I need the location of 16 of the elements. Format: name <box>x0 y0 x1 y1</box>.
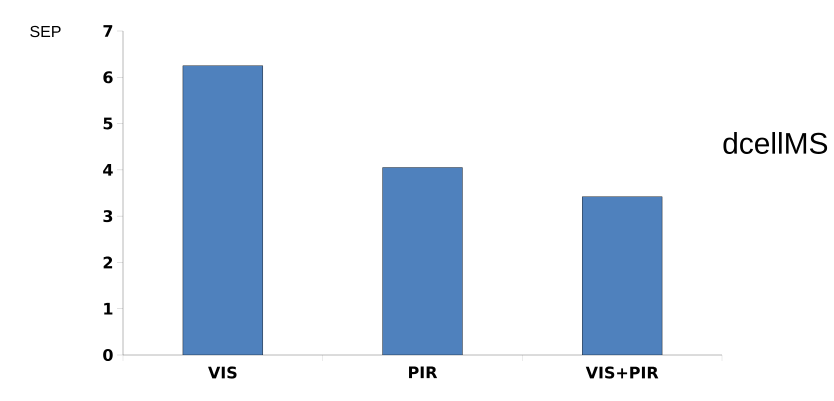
y-tick-label: 1 <box>104 302 112 315</box>
y-axis-title: SEP <box>30 26 61 38</box>
bar <box>382 167 463 355</box>
y-tick-label: 2 <box>104 256 112 268</box>
y-tick-label: 4 <box>103 164 113 176</box>
x-tick-label: VIS+PIR <box>586 366 658 379</box>
y-tick-label: 5 <box>104 118 112 130</box>
y-tick-label: 0 <box>103 348 113 362</box>
x-tick-label: PIR <box>409 366 438 378</box>
text: dcellMS <box>723 132 828 154</box>
bar <box>582 196 662 355</box>
y-tick-label: 7 <box>103 25 112 37</box>
y-tick-label: 3 <box>103 210 112 222</box>
x-tick-label: VIS <box>208 366 237 379</box>
y-tick-label: 6 <box>103 71 113 84</box>
bar <box>182 66 263 355</box>
